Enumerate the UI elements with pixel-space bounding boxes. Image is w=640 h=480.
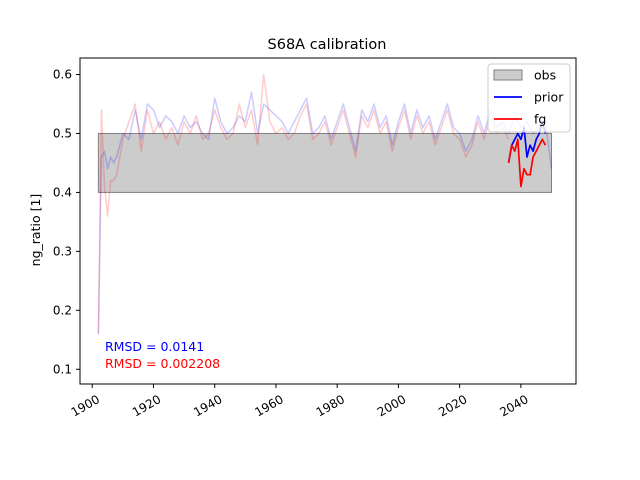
y-tick-label: 0.1	[53, 362, 72, 376]
chart-title: S68A calibration	[268, 37, 387, 53]
x-tick-label: 1940	[191, 392, 224, 419]
obs-band	[97, 132, 553, 193]
y-tick-label: 0.6	[53, 68, 72, 82]
series-line-fg-background	[97, 73, 510, 334]
legend-box	[487, 63, 571, 133]
y-tick-label: 0.3	[53, 244, 72, 258]
x-tick-label: 1980	[314, 392, 347, 419]
axes-frame	[79, 57, 577, 385]
rmsd-annotation: RMSD = 0.0141	[105, 339, 204, 354]
legend-label-prior: prior	[534, 90, 564, 105]
series-line-fg-foreground	[507, 138, 547, 188]
legend: obs prior fg	[487, 63, 571, 133]
series-line-prior-background	[97, 91, 553, 334]
y-axis-label: ng_ratio [1]	[28, 194, 43, 267]
x-tick-label: 2000	[375, 392, 408, 419]
y-tick-label: 0.5	[53, 126, 72, 140]
legend-label-fg: fg	[534, 112, 546, 127]
x-tick-label: 1960	[252, 392, 285, 419]
y-tick-label: 0.4	[53, 185, 72, 199]
x-tick-label: 2020	[436, 392, 469, 419]
x-tick-label: 1920	[130, 392, 163, 419]
rmsd-annotation: RMSD = 0.002208	[105, 356, 220, 371]
y-tick-label: 0.2	[53, 303, 72, 317]
plot-area: 1900 1920 1940 1960 1980 2000 2020 2040 0.1 0.2 0.…	[53, 57, 577, 419]
x-tick-label: 2040	[497, 392, 530, 419]
x-tick-label: 1900	[69, 392, 102, 419]
legend-label-obs: obs	[534, 68, 556, 83]
legend-swatch-obs	[493, 69, 523, 81]
series-line-prior-foreground	[507, 120, 547, 164]
